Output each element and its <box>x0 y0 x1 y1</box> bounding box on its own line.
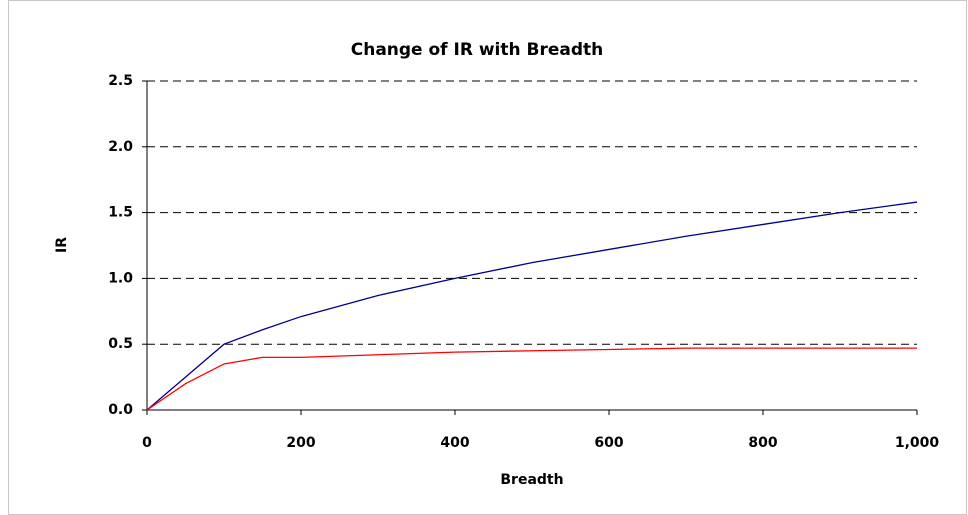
x-tick-label: 200 <box>286 435 315 451</box>
x-tick-label: 600 <box>594 435 623 451</box>
chart-frame <box>8 0 967 515</box>
y-tick-label: 0.5 <box>108 336 133 352</box>
y-tick-label: 0.0 <box>108 402 133 418</box>
x-tick-label: 1,000 <box>895 435 940 451</box>
data-line <box>146 201 918 411</box>
x-axis-label: Breadth <box>500 472 563 488</box>
y-tick-label: 2.0 <box>108 139 133 155</box>
x-tick-label: 800 <box>748 435 777 451</box>
x-tick-label: 400 <box>440 435 469 451</box>
y-tick-label: 1.0 <box>108 270 133 286</box>
y-axis-label: IR <box>54 237 70 253</box>
x-tick-label: 0 <box>142 435 152 451</box>
y-tick-label: 2.5 <box>108 73 133 89</box>
data-line <box>146 347 917 411</box>
y-tick-label: 1.5 <box>108 205 133 221</box>
chart-title: Change of IR with Breadth <box>351 40 604 60</box>
